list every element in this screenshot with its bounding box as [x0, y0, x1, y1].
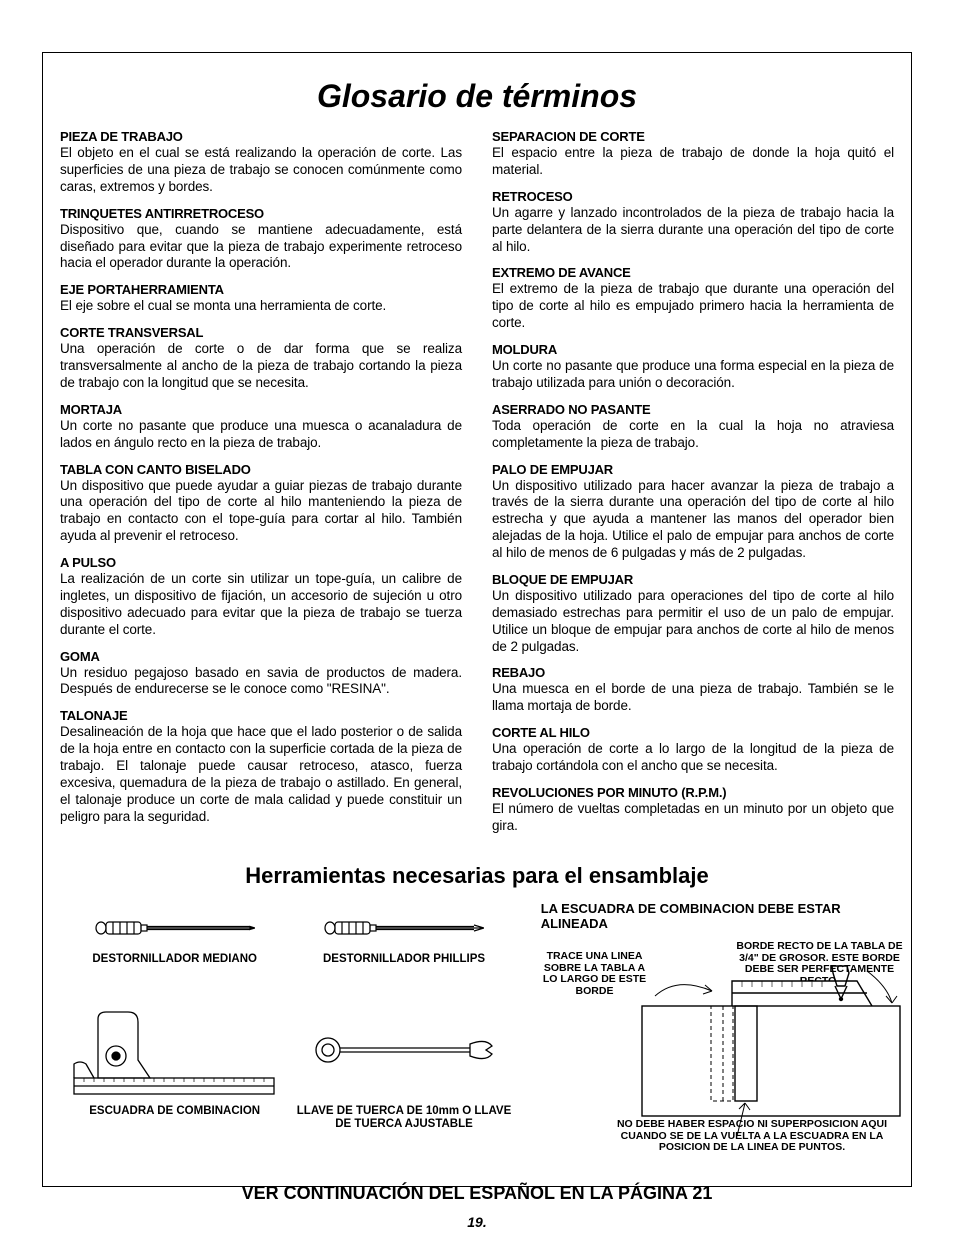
term-title: REVOLUCIONES POR MINUTO (R.P.M.) — [492, 785, 894, 800]
glossary-left-column: PIEZA DE TRABAJOEl objeto en el cual se … — [60, 129, 462, 845]
screwdriver-flat-icon — [66, 909, 283, 947]
glossary-term-block: PALO DE EMPUJARUn dispositivo utilizado … — [492, 462, 894, 562]
tool-wrench: LLAVE DE TUERCA DE 10mm O LLAVE DE TUERC… — [289, 996, 518, 1161]
main-title: Glosario de términos — [48, 78, 906, 115]
annotation-trace: TRACE UNA LINEA SOBRE LA TABLA A LO LARG… — [537, 951, 652, 997]
term-definition: Un residuo pegajoso basado en savia de p… — [60, 665, 462, 699]
tool-label: ESCUADRA DE COMBINACION — [66, 1105, 283, 1118]
alignment-diagram-area: LA ESCUADRA DE COMBINACION DEBE ESTAR AL… — [537, 901, 907, 1161]
glossary-term-block: PIEZA DE TRABAJOEl objeto en el cual se … — [60, 129, 462, 196]
term-title: RETROCESO — [492, 189, 894, 204]
term-title: PALO DE EMPUJAR — [492, 462, 894, 477]
term-title: TABLA CON CANTO BISELADO — [60, 462, 462, 477]
term-definition: El eje sobre el cual se monta una herram… — [60, 298, 462, 315]
tool-label: LLAVE DE TUERCA DE 10mm O LLAVE DE TUERC… — [295, 1105, 512, 1131]
tool-label: DESTORNILLADOR MEDIANO — [66, 953, 283, 966]
tool-combination-square: ESCUADRA DE COMBINACION — [60, 996, 289, 1161]
glossary-term-block: REVOLUCIONES POR MINUTO (R.P.M.)El númer… — [492, 785, 894, 835]
term-title: MOLDURA — [492, 342, 894, 357]
alignment-heading: LA ESCUADRA DE COMBINACION DEBE ESTAR AL… — [537, 901, 907, 931]
annotation-edge: BORDE RECTO DE LA TABLA DE 3/4" DE GROSO… — [732, 941, 907, 981]
alignment-diagram-icon: TRACE UNA LINEA SOBRE LA TABLA A LO LARG… — [537, 941, 907, 1156]
term-title: A PULSO — [60, 555, 462, 570]
glossary-columns: PIEZA DE TRABAJOEl objeto en el cual se … — [48, 129, 906, 845]
term-definition: La realización de un corte sin utilizar … — [60, 571, 462, 639]
page-number: 19. — [48, 1214, 906, 1230]
tool-label: DESTORNILLADOR PHILLIPS — [295, 953, 512, 966]
glossary-term-block: SEPARACION DE CORTEEl espacio entre la p… — [492, 129, 894, 179]
term-definition: Una muesca en el borde de una pieza de t… — [492, 681, 894, 715]
term-title: CORTE AL HILO — [492, 725, 894, 740]
glossary-term-block: MOLDURAUn corte no pasante que produce u… — [492, 342, 894, 392]
term-title: CORTE TRANSVERSAL — [60, 325, 462, 340]
wrench-icon — [295, 1004, 512, 1099]
term-definition: Una operación de corte o de dar forma qu… — [60, 341, 462, 392]
term-definition: Una operación de corte a lo largo de la … — [492, 741, 894, 775]
glossary-term-block: TRINQUETES ANTIRRETROCESODispositivo que… — [60, 206, 462, 273]
term-title: TALONAJE — [60, 708, 462, 723]
annotation-nogap: NO DEBE HABER ESPACIO NI SUPERPOSICION A… — [602, 1119, 902, 1154]
glossary-term-block: MORTAJAUn corte no pasante que produce u… — [60, 402, 462, 452]
tools-heading: Herramientas necesarias para el ensambla… — [48, 863, 906, 889]
term-definition: Un agarre y lanzado incontrolados de la … — [492, 205, 894, 256]
glossary-term-block: TABLA CON CANTO BISELADOUn dispositivo q… — [60, 462, 462, 546]
combination-square-icon — [66, 1004, 283, 1099]
term-title: REBAJO — [492, 665, 894, 680]
term-definition: Un corte no pasante que produce una mues… — [60, 418, 462, 452]
glossary-term-block: GOMAUn residuo pegajoso basado en savia … — [60, 649, 462, 699]
glossary-right-column: SEPARACION DE CORTEEl espacio entre la p… — [492, 129, 894, 845]
term-definition: Toda operación de corte en la cual la ho… — [492, 418, 894, 452]
glossary-term-block: ASERRADO NO PASANTEToda operación de cor… — [492, 402, 894, 452]
glossary-term-block: EJE PORTAHERRAMIENTAEl eje sobre el cual… — [60, 282, 462, 315]
term-definition: El número de vueltas completadas en un m… — [492, 801, 894, 835]
term-definition: Un dispositivo utilizado para operacione… — [492, 588, 894, 656]
term-definition: Dispositivo que, cuando se mantiene adec… — [60, 222, 462, 273]
term-definition: El objeto en el cual se está realizando … — [60, 145, 462, 196]
glossary-term-block: EXTREMO DE AVANCEEl extremo de la pieza … — [492, 265, 894, 332]
glossary-term-block: TALONAJEDesalineación de la hoja que hac… — [60, 708, 462, 825]
glossary-term-block: BLOQUE DE EMPUJARUn dispositivo utilizad… — [492, 572, 894, 656]
glossary-term-block: RETROCESOUn agarre y lanzado incontrolad… — [492, 189, 894, 256]
tool-screwdriver-phillips: DESTORNILLADOR PHILLIPS — [289, 901, 518, 996]
term-definition: El espacio entre la pieza de trabajo de … — [492, 145, 894, 179]
glossary-term-block: A PULSOLa realización de un corte sin ut… — [60, 555, 462, 639]
continuation-text: VER CONTINUACIÓN DEL ESPAÑOL EN LA PÁGIN… — [48, 1183, 906, 1204]
tool-section: DESTORNILLADOR MEDIANO — [48, 901, 906, 1161]
glossary-term-block: CORTE TRANSVERSALUna operación de corte … — [60, 325, 462, 392]
term-definition: Un corte no pasante que produce una form… — [492, 358, 894, 392]
glossary-term-block: CORTE AL HILOUna operación de corte a lo… — [492, 725, 894, 775]
term-title: ASERRADO NO PASANTE — [492, 402, 894, 417]
screwdriver-phillips-icon — [295, 909, 512, 947]
term-title: PIEZA DE TRABAJO — [60, 129, 462, 144]
term-definition: Un dispositivo utilizado para hacer avan… — [492, 478, 894, 562]
term-title: EXTREMO DE AVANCE — [492, 265, 894, 280]
tool-screwdriver-medium: DESTORNILLADOR MEDIANO — [60, 901, 289, 996]
term-definition: El extremo de la pieza de trabajo que du… — [492, 281, 894, 332]
glossary-term-block: REBAJOUna muesca en el borde de una piez… — [492, 665, 894, 715]
term-definition: Un dispositivo que puede ayudar a guiar … — [60, 478, 462, 546]
tool-illustrations: DESTORNILLADOR MEDIANO — [60, 901, 519, 1161]
term-title: BLOQUE DE EMPUJAR — [492, 572, 894, 587]
term-title: MORTAJA — [60, 402, 462, 417]
term-title: EJE PORTAHERRAMIENTA — [60, 282, 462, 297]
term-title: TRINQUETES ANTIRRETROCESO — [60, 206, 462, 221]
term-definition: Desalineación de la hoja que hace que el… — [60, 724, 462, 825]
term-title: SEPARACION DE CORTE — [492, 129, 894, 144]
term-title: GOMA — [60, 649, 462, 664]
